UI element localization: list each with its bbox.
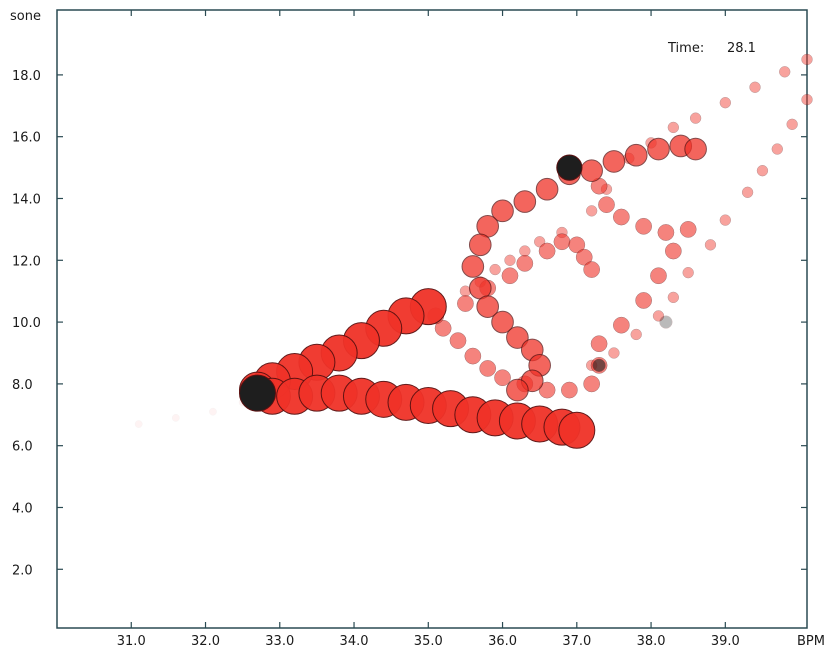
data-bubble (749, 81, 761, 93)
data-bubble (667, 291, 679, 304)
highlight-bubble (556, 154, 583, 181)
data-bubble (209, 407, 217, 416)
x-tick-label: 37.0 (562, 634, 591, 649)
x-tick-label: 38.0 (637, 634, 666, 649)
data-bubble (608, 347, 620, 359)
x-unit-label: BPM (797, 634, 825, 649)
y-tick-label: 12.0 (12, 254, 41, 269)
data-bubble (682, 267, 694, 279)
y-tick-label: 16.0 (12, 131, 41, 146)
data-bubble (583, 375, 601, 393)
x-tick-label: 32.0 (191, 634, 220, 649)
data-bubble (538, 242, 556, 260)
y-tick-label: 18.0 (12, 69, 41, 84)
y-tick-label: 8.0 (12, 378, 33, 393)
data-bubble (580, 159, 603, 182)
data-bubble (630, 328, 642, 341)
data-bubble (575, 248, 593, 266)
data-bubble (501, 267, 519, 285)
data-bubble (689, 112, 702, 124)
data-bubble (613, 208, 630, 226)
y-tick-label: 10.0 (12, 316, 41, 331)
data-bubble (801, 53, 813, 66)
data-bubble (449, 332, 467, 349)
data-bubble (553, 233, 571, 251)
data-bubble (491, 310, 514, 334)
data-bubble (506, 326, 529, 349)
data-bubble (519, 245, 531, 257)
highlight-bubble (659, 315, 673, 329)
data-bubble (586, 205, 598, 217)
data-bubble (476, 295, 499, 318)
y-tick-label: 4.0 (12, 501, 33, 516)
data-bubble (657, 224, 675, 241)
x-tick-label: 35.0 (414, 634, 443, 649)
data-bubble (504, 254, 516, 266)
data-bubble (647, 137, 670, 161)
data-bubble (664, 242, 682, 260)
data-bubble (434, 319, 452, 337)
data-bubble (583, 261, 601, 278)
data-bubble (650, 267, 667, 285)
data-bubble (779, 66, 791, 78)
highlight-bubble (238, 374, 276, 412)
data-bubble (561, 381, 578, 399)
axis-ticks: 31.0 32.0 33.0 34.0 35.0 36.0 37.0 38.0 39.0 2.0 4… (12, 10, 807, 649)
bubble-layer (134, 53, 813, 449)
x-tick-label: 39.0 (711, 634, 740, 649)
data-bubble (684, 137, 707, 161)
data-bubble (598, 196, 615, 214)
data-bubble (635, 292, 652, 309)
data-bubble (613, 316, 630, 334)
data-bubble (771, 143, 783, 155)
time-label: Time: (667, 41, 704, 56)
data-bubble (602, 150, 626, 173)
x-tick-label: 34.0 (340, 634, 369, 649)
x-tick-label: 31.0 (117, 634, 146, 649)
y-tick-label: 2.0 (12, 563, 33, 578)
time-value: 28.1 (727, 41, 756, 56)
data-bubble (635, 217, 652, 235)
y-unit-label: sone (10, 9, 41, 24)
data-bubble (494, 369, 511, 387)
data-bubble (704, 239, 717, 251)
data-bubble (667, 121, 679, 134)
data-bubble (468, 233, 492, 257)
data-bubble (464, 347, 482, 365)
x-tick-label: 36.0 (488, 634, 517, 649)
y-tick-label: 6.0 (12, 440, 33, 455)
data-bubble (171, 414, 180, 422)
data-bubble (491, 199, 514, 223)
data-bubble (516, 255, 534, 272)
data-bubble (479, 360, 497, 377)
data-bubble (719, 97, 731, 109)
data-bubble (538, 381, 556, 399)
data-bubble (590, 335, 608, 353)
data-bubble (489, 263, 501, 276)
data-bubble (134, 420, 143, 428)
data-bubble (461, 255, 485, 278)
data-bubble (786, 118, 798, 130)
data-bubble (568, 236, 586, 254)
x-tick-label: 33.0 (265, 634, 294, 649)
data-bubble (801, 93, 813, 106)
data-bubble (679, 221, 697, 238)
data-bubble (741, 186, 754, 198)
data-bubble (457, 295, 474, 312)
data-bubble (506, 378, 529, 402)
data-bubble (535, 177, 559, 201)
data-bubble (624, 143, 648, 167)
highlight-bubble (592, 358, 606, 372)
y-tick-label: 14.0 (12, 192, 41, 207)
data-bubble (719, 214, 731, 226)
data-bubble (558, 411, 596, 449)
data-bubble (652, 310, 665, 322)
data-bubble (513, 190, 537, 213)
data-bubble (756, 165, 769, 177)
